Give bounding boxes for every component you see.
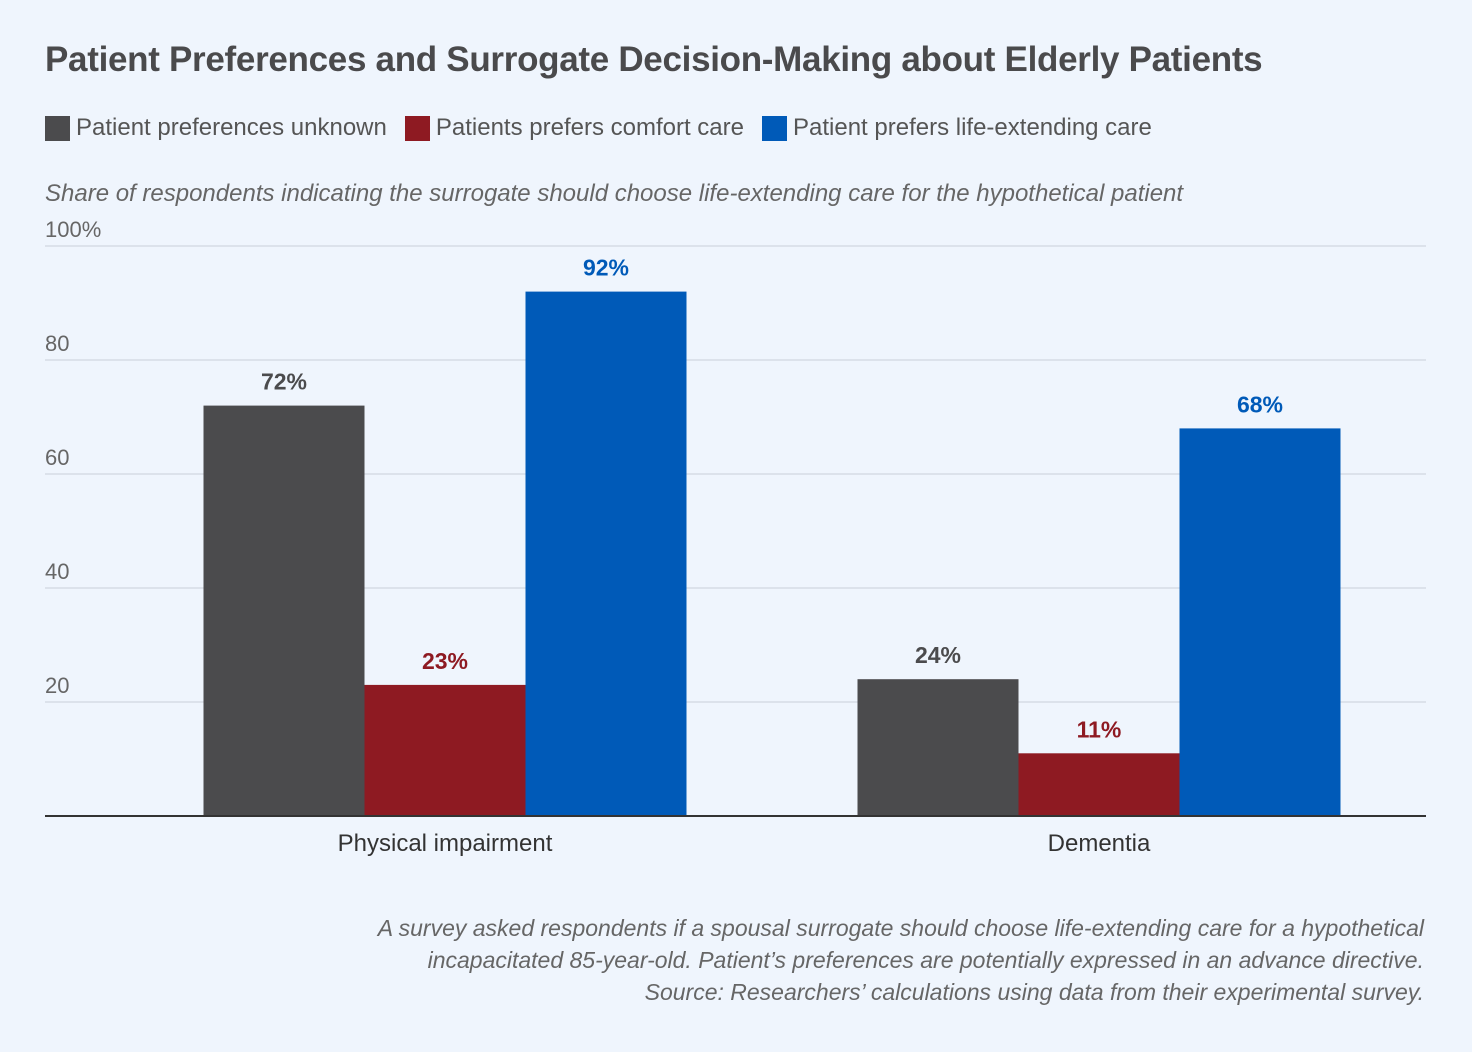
data-label: 68%: [1237, 391, 1283, 417]
legend-swatch: [762, 115, 787, 141]
note-line: incapacitated 85-year-old. Patient’s pre…: [427, 947, 1424, 973]
y-tick-label: 40: [45, 559, 69, 584]
chart-note: A survey asked respondents if a spousal …: [378, 912, 1424, 1008]
legend-swatch: [45, 115, 70, 141]
data-label: 92%: [583, 255, 629, 281]
data-label: 11%: [1077, 716, 1122, 742]
y-tick-label: 60: [45, 445, 69, 470]
chart-title: Patient Preferences and Surrogate Decisi…: [45, 40, 1263, 79]
bar: [1018, 753, 1180, 816]
legend-item-comfort: Patients prefers comfort care: [404, 114, 744, 142]
bar: [203, 405, 365, 816]
x-tick-label: Physical impairment: [338, 830, 553, 857]
bar: [1179, 428, 1341, 816]
chart-subtitle: Share of respondents indicating the surr…: [45, 180, 1184, 207]
y-tick-label: 100%: [45, 217, 101, 242]
data-label: 72%: [261, 369, 307, 395]
y-tick-label: 20: [45, 673, 69, 698]
bar: [364, 684, 526, 816]
data-label: 24%: [915, 642, 961, 668]
legend-item-life-extending: Patient prefers life-extending care: [762, 114, 1152, 142]
x-tick-label: Dementia: [1048, 830, 1151, 857]
note-line: A survey asked respondents if a spousal …: [377, 915, 1424, 941]
legend-label: Patient prefers life-extending care: [793, 114, 1152, 141]
legend: Patient preferences unknown Patients pre…: [45, 114, 1152, 142]
bar: [857, 679, 1019, 816]
legend-label: Patients prefers comfort care: [435, 114, 744, 141]
note-line: Source: Researchers’ calculations using …: [644, 979, 1424, 1005]
y-tick-label: 80: [45, 331, 69, 356]
legend-item-unknown: Patient preferences unknown: [45, 114, 387, 142]
bar: [525, 291, 687, 817]
data-label: 23%: [422, 648, 468, 674]
legend-swatch: [404, 115, 430, 141]
legend-label: Patient preferences unknown: [76, 114, 387, 141]
